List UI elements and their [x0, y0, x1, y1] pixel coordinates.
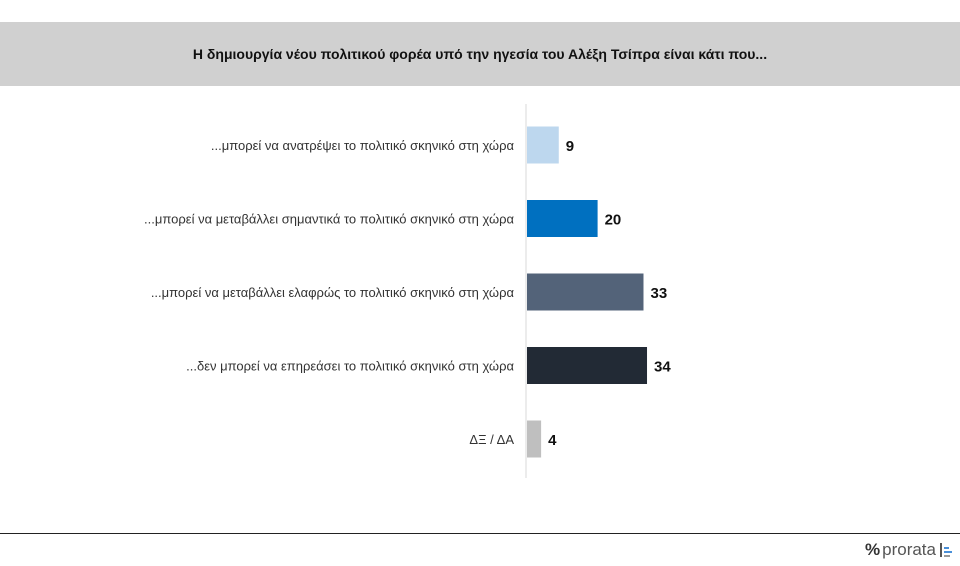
data-label: 4 — [548, 432, 557, 449]
category-label: ...μπορεί να μεταβάλλει ελαφρώς το πολιτ… — [151, 285, 515, 300]
category-label: ...δεν μπορεί να επηρεάσει το πολιτικό σ… — [186, 359, 514, 374]
data-label: 34 — [654, 359, 671, 376]
data-label: 9 — [566, 138, 574, 155]
bar — [527, 273, 644, 311]
prorata-logo: % prorata — [865, 540, 952, 560]
bar — [527, 347, 648, 384]
chart-title-band: Η δημιουργία νέου πολιτικού φορέα υπό τη… — [0, 22, 960, 86]
data-label: 33 — [650, 285, 667, 302]
category-label: ΔΞ / ΔΑ — [469, 432, 514, 447]
category-label: ...μπορεί να μεταβάλλει σημαντικά το πολ… — [144, 212, 514, 227]
category-label: ...μπορεί να ανατρέψει το πολιτικό σκηνι… — [211, 138, 515, 153]
logo-bars-icon — [940, 543, 952, 557]
data-label: 20 — [605, 212, 622, 229]
footer-divider — [0, 533, 960, 534]
bar — [527, 200, 598, 237]
bar — [527, 420, 542, 458]
chart-title: Η δημιουργία νέου πολιτικού φορέα υπό τη… — [192, 46, 768, 62]
logo-text: prorata — [882, 540, 936, 559]
percent-icon: % — [865, 540, 881, 559]
bar — [527, 126, 559, 164]
